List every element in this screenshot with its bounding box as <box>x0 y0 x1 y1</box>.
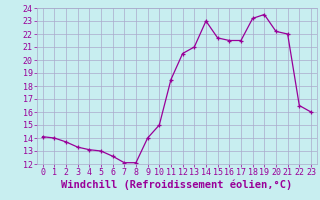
X-axis label: Windchill (Refroidissement éolien,°C): Windchill (Refroidissement éolien,°C) <box>61 180 292 190</box>
